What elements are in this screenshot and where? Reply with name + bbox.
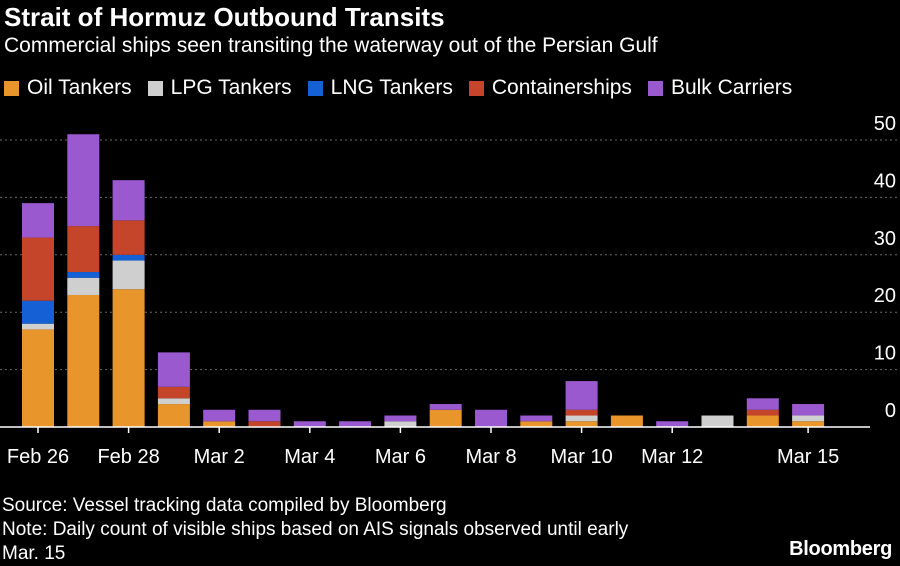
- bar-segment: [157, 386, 190, 399]
- legend-item-lpg-tankers: LPG Tankers: [147, 76, 292, 100]
- legend-label: LPG Tankers: [170, 76, 292, 99]
- bar-segment: [792, 404, 825, 416]
- y-tick-label: 40: [874, 170, 896, 192]
- x-tick-label: Mar 10: [550, 446, 612, 468]
- source-note: Source: Vessel tracking data compiled by…: [2, 495, 447, 516]
- x-tick-label: Mar 12: [641, 446, 703, 468]
- bar-segment: [565, 415, 598, 422]
- bar-segment: [22, 329, 54, 427]
- bar-segment: [67, 294, 100, 427]
- bar-segment: [610, 415, 643, 427]
- x-tick-label: Mar 15: [777, 446, 839, 468]
- legend-swatch: [307, 80, 323, 96]
- y-tick-label: 30: [874, 228, 896, 250]
- data-note: Note: Daily count of visible ships based…: [2, 519, 629, 540]
- bar-segment: [22, 300, 54, 324]
- bar-segment: [701, 415, 734, 427]
- bar-segment: [157, 398, 190, 405]
- bar-segment: [203, 421, 236, 427]
- bar-segment: [112, 254, 145, 261]
- y-tick-label: 10: [874, 343, 896, 365]
- bar-segment: [157, 404, 190, 427]
- bar-segment: [112, 260, 145, 290]
- legend-label: Bulk Carriers: [670, 76, 793, 99]
- x-tick-label: Feb 28: [97, 446, 159, 468]
- bar-segment: [384, 415, 417, 422]
- bar-segment: [203, 409, 236, 422]
- bar-segment: [746, 398, 779, 410]
- bar-segment: [746, 409, 779, 416]
- legend-label: Oil Tankers: [27, 76, 132, 99]
- bar-segment: [67, 277, 100, 295]
- bar-segment: [293, 421, 326, 427]
- bloomberg-logo: Bloomberg: [789, 538, 892, 560]
- legend-swatch: [468, 80, 484, 96]
- x-tick-label: Mar 2: [194, 446, 245, 468]
- x-tick-label: Mar 8: [465, 446, 516, 468]
- legend-item-oil-tankers: Oil Tankers: [4, 76, 132, 100]
- bar-segment: [339, 421, 372, 427]
- bar-segment: [248, 409, 281, 422]
- x-tick-label: Mar 6: [375, 446, 426, 468]
- bar-segment: [565, 421, 598, 427]
- bar-segment: [792, 415, 825, 422]
- stacked-bar-chart: 0 10 20 30 40 50 Feb 26 Feb 28 Mar 2 Mar 4 Mar 6 Ma…: [0, 113, 900, 468]
- x-tick-label: Feb 26: [7, 446, 69, 468]
- legend-item-containerships: Containerships: [468, 76, 632, 100]
- bar-segment: [248, 421, 281, 427]
- data-note-continued: Mar. 15: [2, 543, 66, 564]
- bar-segment: [792, 421, 825, 427]
- bar-segment: [22, 203, 54, 238]
- bar-segment: [112, 180, 145, 221]
- bar-segment: [429, 409, 462, 427]
- y-tick-label: 50: [874, 113, 896, 135]
- bar-segment: [157, 352, 190, 387]
- bar-segment: [429, 404, 462, 410]
- bar-segment: [520, 421, 553, 427]
- legend-swatch: [4, 80, 19, 96]
- bar-segment: [565, 381, 598, 410]
- legend-item-lng-tankers: LNG Tankers: [307, 76, 453, 100]
- bar-segment: [67, 134, 100, 227]
- bar-segment: [565, 409, 598, 416]
- chart-title: Strait of Hormuz Outbound Transits: [4, 2, 445, 32]
- bar-segment: [475, 409, 507, 427]
- chart-footer: Source: Vessel tracking data compiled by…: [2, 494, 762, 566]
- bar-segment: [67, 226, 100, 273]
- bar-segment: [112, 289, 145, 427]
- y-tick-label: 0: [885, 400, 896, 422]
- bar-segment: [112, 220, 145, 255]
- legend-label: LNG Tankers: [330, 76, 453, 99]
- legend-label: Containerships: [491, 76, 632, 99]
- bar-segment: [520, 415, 553, 422]
- legend-swatch: [647, 80, 663, 96]
- bar-segment: [384, 421, 417, 427]
- bar-segment: [656, 421, 689, 427]
- legend: Oil Tankers LPG Tankers LNG Tankers Cont…: [4, 76, 808, 100]
- x-tick-label: Mar 4: [284, 446, 335, 468]
- bar-segment: [22, 237, 54, 301]
- bar-segment: [22, 323, 54, 330]
- y-tick-label: 20: [874, 285, 896, 307]
- legend-item-bulk-carriers: Bulk Carriers: [647, 76, 793, 100]
- legend-swatch: [147, 80, 163, 96]
- chart-subtitle: Commercial ships seen transiting the wat…: [4, 34, 658, 57]
- bar-segment: [67, 272, 100, 278]
- bar-segment: [746, 415, 779, 427]
